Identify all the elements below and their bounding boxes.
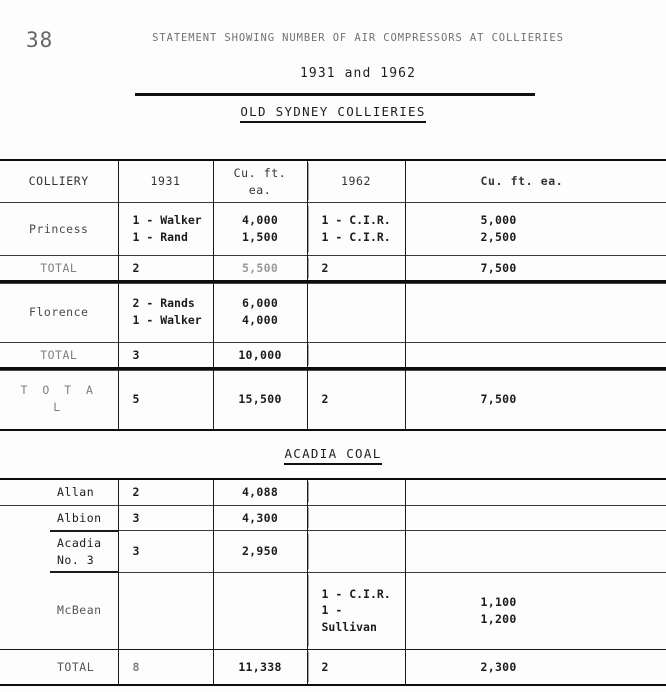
section-heading-old-sydney: OLD SYDNEY COLLIERIES <box>0 104 666 123</box>
table-row: Acadia No. 3 3 2,950 <box>0 529 666 573</box>
table-row: TOTAL 3 10,000 <box>0 341 666 369</box>
table-old-sydney-collieries: COLLIERY 1931 Cu. ft. ea. 1962 Cu. ft. e… <box>0 159 666 432</box>
total-princess-1931-capacity: 5,500 <box>241 260 279 275</box>
row-label-mcbean: McBean <box>0 589 118 632</box>
albion-1962-units <box>308 514 405 522</box>
acadia3-1962-units <box>308 548 405 556</box>
grand-total-1931-units: 5 <box>132 391 140 406</box>
document-title: STATEMENT SHOWING NUMBER OF AIR COMPRESS… <box>152 32 564 44</box>
mcbean-1962-capacity: 1,100 1,200 <box>480 595 517 626</box>
florence-1931-units: 2 - Rands 1 - Walker <box>132 296 202 328</box>
page-number: 38 <box>26 28 54 52</box>
total-florence-1931-units: 3 <box>132 347 140 362</box>
table-row: Allan 2 4,088 <box>0 477 666 506</box>
row-label-allan: Allan <box>57 485 95 499</box>
total-acadia-1962-units: 2 <box>321 659 329 674</box>
section-heading-acadia-coal: ACADIA COAL <box>0 446 666 465</box>
table-row: McBean 1 - C.I.R. 1 - Sullivan 1,100 1,2… <box>0 571 666 650</box>
allan-1931-capacity: 4,088 <box>241 485 279 499</box>
acadia3-1931-units: 3 <box>132 544 140 559</box>
table-row: TOTAL 2 5,500 2 7,500 <box>0 254 666 282</box>
row-label-princess: Princess <box>29 221 89 236</box>
total-acadia-1931-capacity: 11,338 <box>238 659 282 674</box>
row-label-total-florence: TOTAL <box>40 347 78 362</box>
table-acadia-coal: Allan 2 4,088 Albion 3 4,300 Acadia No. … <box>0 477 666 688</box>
row-label-florence: Florence <box>29 304 89 319</box>
acadia3-1962-capacity <box>406 548 666 556</box>
row-label-mcbean-text: McBean <box>57 603 102 618</box>
title-underline <box>135 93 535 96</box>
grand-total-1962-units: 2 <box>321 391 329 406</box>
total-acadia-1931-units: 8 <box>132 659 140 674</box>
row-label-grand-total: T O T A L <box>20 383 97 415</box>
document-subtitle: 1931 and 1962 <box>299 66 417 81</box>
allan-1962-capacity <box>406 488 666 496</box>
allan-1931-units: 2 <box>132 485 140 499</box>
total-florence-1962-units <box>308 351 405 359</box>
header-cuft-1931: Cu. ft. ea. <box>233 166 287 197</box>
table-header-row: COLLIERY 1931 Cu. ft. ea. 1962 Cu. ft. e… <box>0 159 666 203</box>
grand-total-1931-capacity: 15,500 <box>238 391 282 406</box>
acadia3-1931-capacity: 2,950 <box>241 544 279 559</box>
albion-1931-capacity: 4,300 <box>241 510 279 525</box>
grand-total-1962-capacity: 7,500 <box>480 391 517 406</box>
mcbean-1931-capacity <box>214 598 307 624</box>
table-row: T O T A L 5 15,500 2 7,500 <box>0 367 666 430</box>
florence-1931-capacity: 6,000 4,000 <box>241 296 279 328</box>
total-florence-1931-capacity: 10,000 <box>238 347 282 362</box>
total-acadia-1962-capacity: 2,300 <box>480 659 517 674</box>
total-princess-1931-units: 2 <box>132 260 140 275</box>
table-row: Florence 2 - Rands 1 - Walker 6,000 4,00… <box>0 280 666 343</box>
row-label-acadia-no-3: Acadia No. 3 <box>0 531 118 572</box>
princess-1931-units: 1 - Walker 1 - Rand <box>132 213 202 245</box>
row-label-total-acadia: TOTAL <box>57 659 95 674</box>
section-heading-acadia-coal-label: ACADIA COAL <box>284 446 382 465</box>
header-1931: 1931 <box>150 174 181 189</box>
allan-1962-units <box>308 488 405 496</box>
header-1962: 1962 <box>340 174 372 189</box>
header-colliery: COLLIERY <box>28 174 89 189</box>
total-princess-1962-capacity: 7,500 <box>480 260 517 275</box>
princess-1931-capacity: 4,000 1,500 <box>241 213 279 245</box>
princess-1962-capacity: 5,000 2,500 <box>480 213 517 245</box>
table-row: Princess 1 - Walker 1 - Rand 4,000 1,500… <box>0 202 666 256</box>
total-princess-1962-units: 2 <box>321 260 329 275</box>
mcbean-1962-units: 1 - C.I.R. 1 - Sullivan <box>321 586 391 635</box>
row-label-total-princess: TOTAL <box>40 260 78 275</box>
table-row: TOTAL 8 11,338 2 2,300 <box>0 648 666 686</box>
total-florence-1962-capacity <box>406 351 666 359</box>
row-label-albion: Albion <box>57 510 102 525</box>
florence-1962-units <box>308 299 405 325</box>
princess-1962-units: 1 - C.I.R. 1 - C.I.R. <box>321 213 391 245</box>
table-row: Albion 3 4,300 <box>0 504 666 531</box>
row-label-acadia-no-3-text: Acadia No. 3 <box>57 535 102 567</box>
mcbean-1931-units <box>119 598 213 624</box>
albion-1962-capacity <box>406 514 666 522</box>
section-heading-old-sydney-label: OLD SYDNEY COLLIERIES <box>240 104 426 123</box>
florence-1962-capacity <box>406 299 666 325</box>
albion-1931-units: 3 <box>132 510 140 525</box>
table-bottom-rule <box>0 684 666 688</box>
header-cuft-1962: Cu. ft. ea. <box>480 174 564 189</box>
table-bottom-rule <box>0 428 666 432</box>
